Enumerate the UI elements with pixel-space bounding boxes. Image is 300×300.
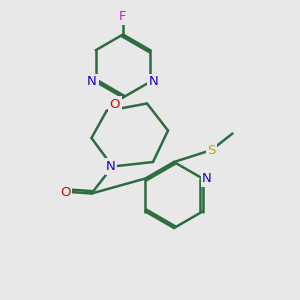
Text: O: O <box>110 98 120 111</box>
Text: O: O <box>60 185 70 199</box>
Text: N: N <box>106 160 116 173</box>
Text: S: S <box>207 143 216 157</box>
Text: F: F <box>119 10 127 23</box>
Text: N: N <box>202 172 212 185</box>
Text: N: N <box>149 75 159 88</box>
Text: N: N <box>87 75 97 88</box>
